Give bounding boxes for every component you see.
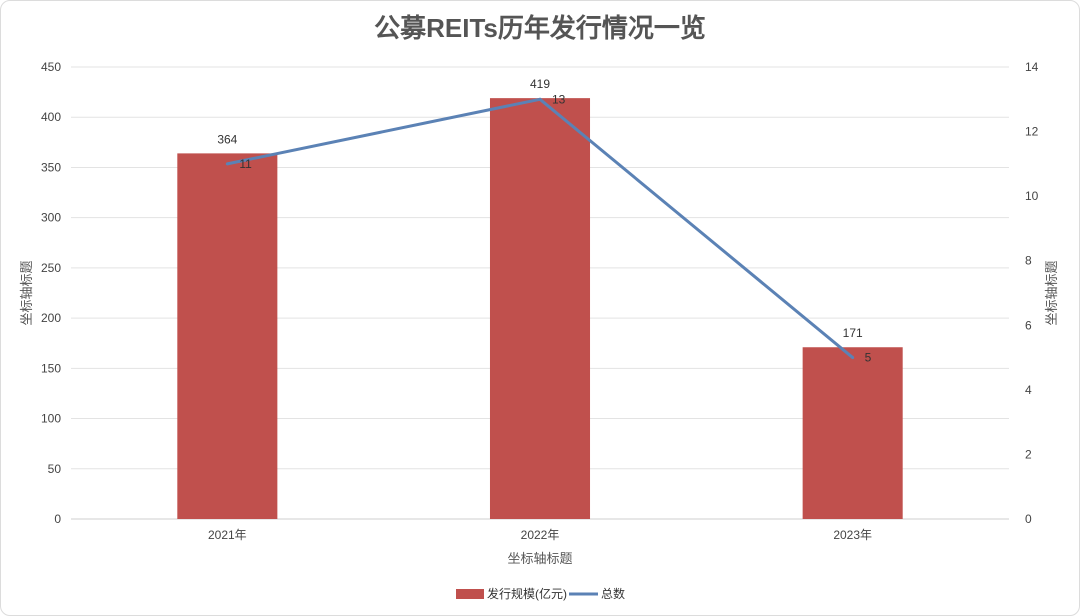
left-tick-label: 300 <box>41 211 61 225</box>
left-tick-label: 250 <box>41 261 61 275</box>
legend-label-bar: 发行规模(亿元) <box>487 586 567 601</box>
legend: 发行规模(亿元) 总数 <box>456 586 625 601</box>
line-point <box>851 356 855 360</box>
bar <box>802 347 903 519</box>
chart-title: 公募REITs历年发行情况一览 <box>374 13 706 43</box>
bar-data-label: 171 <box>843 326 863 340</box>
left-tick-label: 100 <box>41 412 61 426</box>
left-tick-label: 150 <box>41 361 61 375</box>
right-tick-label: 12 <box>1025 125 1039 139</box>
bar <box>489 98 591 519</box>
left-tick-label: 50 <box>48 462 62 476</box>
left-axis-ticks: 0 50 100 150 200 250 300 350 400 450 <box>41 60 61 526</box>
line-data-label: 13 <box>552 92 566 106</box>
line-series: 11 13 5 <box>225 92 872 365</box>
left-tick-label: 400 <box>41 110 61 124</box>
bar-series: 364 419 171 <box>177 77 903 520</box>
x-tick-label: 2023年 <box>833 528 872 542</box>
left-tick-label: 0 <box>54 512 61 526</box>
bar-data-label: 364 <box>217 132 237 146</box>
left-axis-title: 坐标轴标题 <box>19 260 34 325</box>
line-point <box>225 162 229 166</box>
left-tick-label: 450 <box>41 60 61 74</box>
right-tick-label: 6 <box>1025 318 1032 332</box>
right-tick-label: 8 <box>1025 254 1032 268</box>
legend-label-line: 总数 <box>601 586 625 601</box>
left-tick-label: 350 <box>41 160 61 174</box>
line-data-label: 11 <box>239 157 252 171</box>
right-tick-label: 14 <box>1025 60 1039 74</box>
bar-data-label: 419 <box>530 77 550 91</box>
right-tick-label: 2 <box>1025 447 1032 461</box>
line-point <box>538 97 542 101</box>
x-axis-title: 坐标轴标题 <box>507 551 572 566</box>
x-axis-ticks: 2021年 2022年 2023年 <box>208 528 872 542</box>
line-data-label: 5 <box>865 351 872 365</box>
right-axis-ticks: 0 2 4 6 8 10 12 14 <box>1025 60 1039 526</box>
right-axis-title: 坐标轴标题 <box>1044 260 1059 325</box>
legend-swatch-bar <box>456 589 484 599</box>
bar <box>177 153 278 520</box>
right-tick-label: 10 <box>1025 189 1039 203</box>
right-tick-label: 4 <box>1025 383 1032 397</box>
right-tick-label: 0 <box>1025 512 1032 526</box>
x-tick-label: 2022年 <box>521 528 560 542</box>
left-tick-label: 200 <box>41 311 61 325</box>
x-tick-label: 2021年 <box>208 528 247 542</box>
